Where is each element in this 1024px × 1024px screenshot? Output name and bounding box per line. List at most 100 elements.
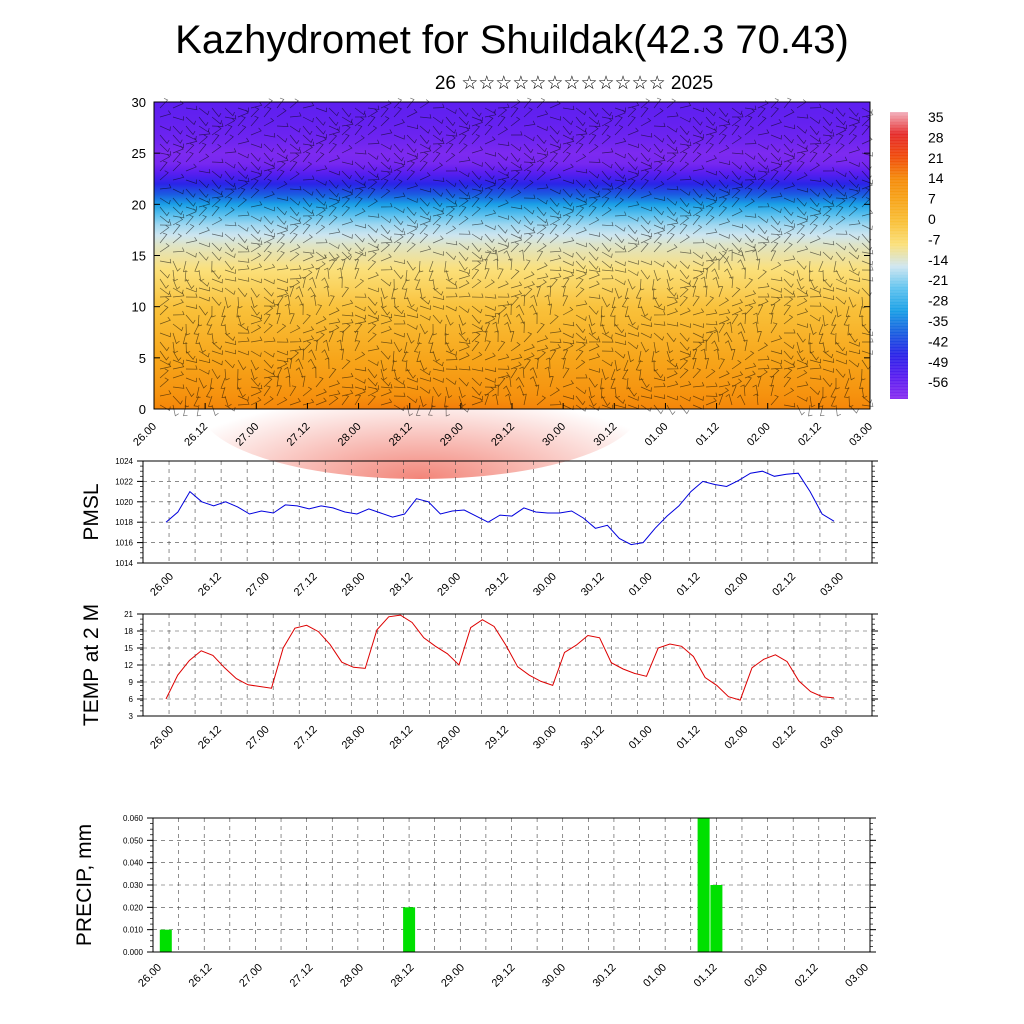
wind-barb [549,327,562,334]
wind-barb [614,386,621,399]
wind-barb [185,188,196,198]
wind-barb [562,380,574,388]
wind-barb [653,404,664,415]
wind-barb [718,316,730,325]
wind-barb [757,161,769,170]
wind-barb [471,189,483,199]
wind-barb [458,280,470,289]
wind-barb [302,215,313,226]
wind-barb [757,364,770,370]
wind-barb [562,342,574,352]
wind-barb [640,215,651,225]
wind-barb [302,206,314,215]
wind-barb [393,143,404,153]
wind-barb [419,125,431,134]
wind-barb [419,386,431,394]
wind-barb [575,314,587,321]
wind-barb [311,366,317,379]
wind-barb [830,386,837,398]
wind-barb [757,331,762,343]
wind-barb [610,368,616,380]
wind-barb [626,377,631,390]
wind-barb [822,269,828,282]
wind-barb [796,160,805,172]
wind-barb [737,331,746,343]
wind-barb [194,260,200,272]
wind-barb [497,280,509,289]
wind-barb [185,287,197,293]
wind-barb [198,200,211,208]
wind-barb [380,377,391,387]
wind-barb [627,323,639,330]
wind-barb [284,366,291,379]
wind-barb [588,242,599,252]
wind-barb [718,322,726,334]
x-tick-label: 02.00 [722,571,750,599]
wind-barb [276,156,289,163]
wind-barb [289,313,295,325]
wind-barb [796,332,806,343]
wind-barb [770,276,783,282]
wind-barb [263,106,272,118]
wind-barb [614,314,619,327]
wind-barb [419,359,428,371]
wind-barb [250,336,263,343]
wind-barb [530,294,538,307]
wind-barb [588,170,600,179]
wind-barb [403,341,409,354]
wind-barb [718,120,731,127]
wind-barb [809,125,820,136]
wind-barb [224,170,235,181]
wind-barb [328,107,339,117]
wind-barb [289,197,301,206]
wind-barb [315,204,328,209]
wind-barb [185,314,196,324]
wind-barb [198,368,210,375]
wind-barb [341,125,351,136]
wind-barb [653,108,664,118]
wind-barb [640,269,651,280]
wind-barb [601,107,612,117]
wind-barb [614,323,625,334]
wind-barb [393,134,405,140]
wind-barb [653,122,666,127]
wind-barb [237,233,248,244]
wind-barb [562,143,572,154]
wind-barb [653,332,665,341]
x-tick-label: 30.00 [540,962,568,990]
wind-barb [315,214,324,226]
wind-barb [367,296,378,306]
wind-barb [159,134,170,144]
wind-barb [302,326,315,334]
x-tick-label: 01.00 [641,962,669,990]
wind-barb [640,190,652,199]
wind-barb [406,109,418,118]
wind-barb [483,330,488,343]
wind-barb [484,170,495,180]
wind-barb [445,355,458,361]
x-tick-label: 02.12 [793,962,821,990]
wind-barb [757,171,768,181]
wind-barb [724,268,733,280]
wind-barb [432,278,439,291]
x-tick-label: 03.00 [818,571,846,599]
wind-barb [796,134,807,145]
wind-barb [640,394,653,399]
wind-barb [471,278,482,289]
wind-barb [549,143,561,149]
wind-barb [783,292,796,298]
wind-barb [328,318,341,325]
wind-barb [276,108,287,118]
wind-barb [653,260,665,268]
wind-barb [484,152,496,157]
wind-barb [507,303,512,316]
wind-barb [601,170,612,181]
wind-barb [393,332,405,338]
wind-barb [237,359,247,371]
wind-barb [737,394,746,406]
wind-barb [444,332,450,345]
wind-barb [284,303,291,316]
wind-barb [211,197,221,208]
wind-barb [172,223,181,235]
wind-barb [536,273,549,280]
